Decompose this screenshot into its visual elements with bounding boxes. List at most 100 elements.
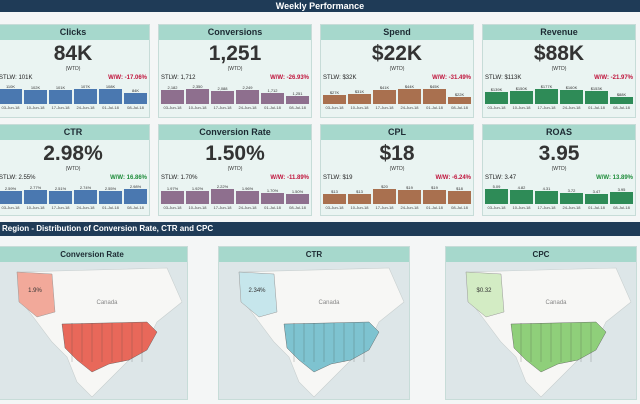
card-title: Clicks [0, 25, 149, 40]
bar-column: 1.50% [286, 182, 309, 204]
bar-column: $41K [373, 82, 396, 104]
date-label: 17-Jun-18 [375, 205, 394, 210]
card-title: ROAS [483, 125, 635, 140]
card-period: (WTD) [65, 166, 81, 172]
bar-label: $160K [565, 85, 578, 91]
bar [610, 192, 633, 204]
bar [261, 192, 284, 204]
usa [61, 321, 158, 373]
bar-label: $20 [381, 184, 388, 189]
mini-bar-chart: 110K 102K 101K 107K 108K 84K [0, 82, 147, 104]
bar-column: 1.97% [161, 182, 184, 204]
date-label: 01-Jul-18 [426, 205, 443, 210]
bar-label: 2,350 [192, 84, 203, 89]
bar-column: 110K [0, 82, 22, 104]
card-period: (WTD) [227, 66, 243, 72]
date-axis: 03-Jun-18 10-Jun-18 17-Jun-18 24-Jun-18 01-J… [485, 105, 633, 110]
date-label: 10-Jun-18 [512, 105, 531, 110]
date-label: 10-Jun-18 [350, 205, 369, 210]
bar-label: $19 [406, 184, 413, 190]
date-label: 10-Jun-18 [26, 205, 45, 210]
date-label: 08-Jul-18 [289, 205, 306, 210]
bar-label: 3.72 [567, 188, 576, 194]
card-compare: STLW: $32K W/W: -31.49% [321, 72, 473, 81]
card-value: 84K [53, 42, 93, 65]
card-period: (WTD) [389, 66, 405, 72]
bar [74, 190, 97, 204]
state-lines [293, 323, 365, 362]
bar [99, 191, 122, 204]
stlw: STLW: 1,712 [161, 75, 196, 81]
stlw: STLW: 101K [0, 75, 33, 81]
bar [560, 193, 583, 204]
date-label: 24-Jun-18 [562, 205, 581, 210]
map-title: CPC [446, 247, 636, 262]
bar-label: 1.96% [241, 185, 254, 191]
bar-column: 2,088 [211, 82, 234, 104]
card-compare: STLW: 1.70% W/W: -11.89% [159, 172, 311, 181]
bar-label: 110K [5, 84, 16, 89]
bar-label: 84K [131, 87, 140, 93]
kpi-card: Conversions 1,251 (WTD) STLW: 1,712 W/W: -26… [158, 24, 312, 118]
bar-column: 3.72 [560, 182, 583, 204]
date-label: 10-Jun-18 [350, 105, 369, 110]
bar [398, 189, 421, 204]
bar [24, 90, 47, 104]
bar [485, 189, 508, 204]
bar [398, 89, 421, 104]
stlw: STLW: $19 [323, 175, 353, 181]
bar-label: 2,088 [217, 85, 228, 91]
date-axis: 03-Jun-18 10-Jun-18 17-Jun-18 24-Jun-18 01-J… [323, 205, 471, 210]
bar [448, 96, 471, 104]
stlw: STLW: 2.55% [0, 175, 36, 181]
date-label: 08-Jul-18 [613, 105, 630, 110]
bar-column: 3.47 [585, 182, 608, 204]
country-label: Canada [96, 300, 118, 306]
date-axis: 03-Jun-18 10-Jun-18 17-Jun-18 24-Jun-18 01-J… [161, 105, 309, 110]
date-axis: 03-Jun-18 10-Jun-18 17-Jun-18 24-Jun-18 01-J… [0, 105, 147, 110]
date-label: 03-Jun-18 [487, 205, 506, 210]
bar-label: 2.77% [29, 185, 42, 191]
bar [161, 90, 184, 104]
bar-column: 101K [49, 82, 72, 104]
bar-label: 2.55% [104, 186, 117, 192]
bar-column: 1,712 [261, 82, 284, 104]
date-label: 03-Jun-18 [1, 105, 20, 110]
date-label: 01-Jul-18 [102, 105, 119, 110]
bar [261, 93, 284, 104]
bar-label: 1.92% [191, 186, 204, 192]
usa [283, 321, 380, 373]
bar-column: 2.51% [49, 182, 72, 204]
kpi-card: CTR 2.98% (WTD) STLW: 2.55% W/W: 16.86% 2.59%… [0, 124, 150, 216]
bar [535, 89, 558, 104]
map-panel: Conversion Rate 1.9% Canada [0, 246, 188, 400]
bar-column: 2.59% [0, 182, 22, 204]
bar-label: 4.82 [517, 184, 526, 190]
bar-label: 2.22% [216, 184, 229, 189]
stlw: STLW: $32K [323, 75, 357, 81]
date-axis: 03-Jun-18 10-Jun-18 17-Jun-18 24-Jun-18 01-J… [0, 205, 147, 210]
bar-column: $150K [510, 82, 533, 104]
bar-column: $160K [560, 82, 583, 104]
date-label: 24-Jun-18 [76, 105, 95, 110]
bar [49, 90, 72, 104]
date-label: 17-Jun-18 [51, 205, 70, 210]
section-title: Region - Distribution of Conversion Rate… [0, 222, 640, 236]
card-title: Conversions [159, 25, 311, 40]
bar [124, 189, 147, 204]
stlw: STLW: 1.70% [161, 175, 198, 181]
bar-label: $153K [590, 86, 603, 92]
mini-bar-chart: 1.97% 1.92% 2.22% 1.96% 1.70% 1.50% [161, 182, 309, 204]
bar-column: $139K [485, 82, 508, 104]
bar-label: $177K [540, 84, 553, 89]
kpi-card: CPL $18 (WTD) STLW: $19 W/W: -6.24% $13 $13 $20… [320, 124, 474, 216]
country-label: Canada [318, 300, 340, 306]
kpi-card: Spend $22K (WTD) STLW: $32K W/W: -31.49% $27K… [320, 24, 474, 118]
map-title: CTR [219, 247, 409, 262]
card-title: CTR [0, 125, 149, 140]
bar-label: 5.09 [492, 184, 501, 189]
bar-column: 1.92% [186, 182, 209, 204]
card-period: (WTD) [65, 66, 81, 72]
bar-label: 3.47 [592, 188, 601, 194]
bar-label: $139K [490, 87, 503, 93]
